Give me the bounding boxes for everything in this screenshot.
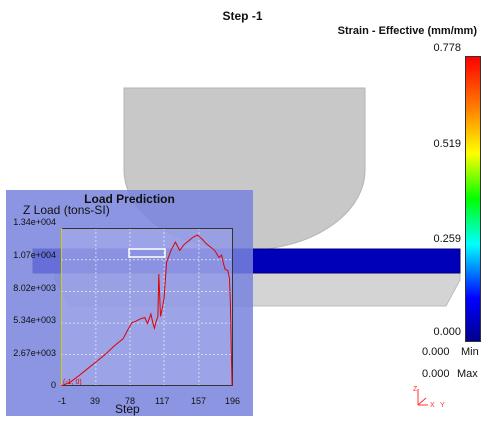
y-axis-label: Z Load (tons-SI) — [23, 203, 110, 217]
plot-frame — [61, 228, 233, 386]
cursor-readout: (-1, 0) — [63, 379, 82, 386]
load-series-line — [61, 234, 233, 386]
x-tick-label: 196 — [225, 396, 241, 406]
load-chart[interactable]: (-1, 0) — [61, 228, 233, 386]
color-scale-bar — [465, 56, 481, 342]
legend-tick-min: 0.000 — [433, 326, 461, 338]
legend-tick-3: 0.259 — [433, 233, 461, 245]
y-tick-label: 2.67e+003 — [13, 348, 56, 358]
y-tick-label: 1.34e+004 — [13, 217, 56, 227]
legend-title: Strain - Effective (mm/mm) — [337, 25, 477, 37]
step-indicator: Step -1 — [222, 9, 263, 23]
x-tick-label: 78 — [125, 396, 136, 406]
x-tick-label: 39 — [90, 396, 101, 406]
legend-tick-max: 0.778 — [433, 42, 461, 54]
triad-z-label: Z — [413, 386, 418, 393]
x-axis-label: Step — [115, 402, 140, 416]
selection-box[interactable] — [128, 248, 166, 258]
max-value: 0.000 — [422, 368, 450, 380]
min-value: 0.000 — [422, 346, 450, 358]
triad-y-label: Y — [440, 402, 445, 409]
min-label: Min — [461, 346, 479, 358]
y-tick-label: 0 — [50, 380, 56, 390]
axis-triad-icon: Z X Y — [413, 386, 445, 409]
x-tick-label: 117 — [155, 396, 170, 406]
chart-grid — [61, 228, 233, 386]
panel-title: Load Prediction — [84, 192, 175, 206]
legend-tick-2: 0.519 — [433, 138, 461, 150]
x-tick-label: -1 — [58, 396, 67, 406]
y-tick-label: 8.02e+003 — [13, 283, 56, 293]
y-tick-label: 5.34e+003 — [13, 315, 56, 325]
triad-x-label: X — [430, 402, 435, 409]
y-tick-label: 1.07e+004 — [13, 250, 56, 260]
x-tick-label: 157 — [191, 396, 207, 406]
max-label: Max — [457, 368, 478, 380]
